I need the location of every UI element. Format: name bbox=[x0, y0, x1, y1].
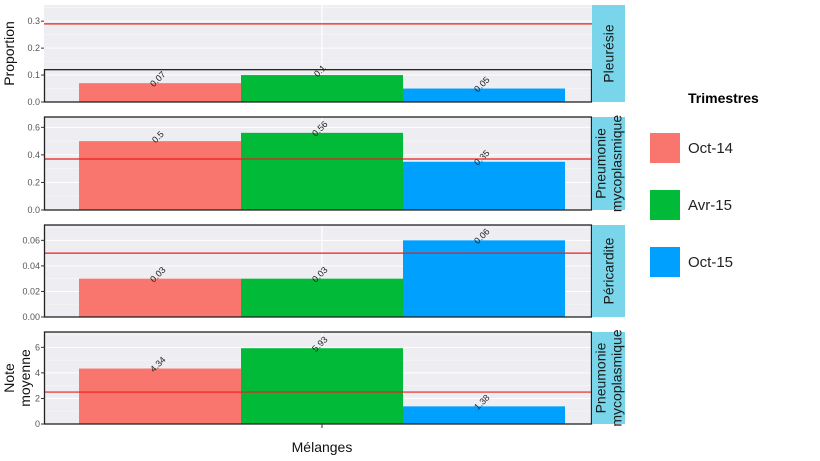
y-tick-label: 0.0 bbox=[27, 205, 40, 215]
legend-label: Oct-15 bbox=[688, 253, 734, 271]
y-axis-label: Proportion bbox=[1, 21, 17, 86]
y-tick-label: 2 bbox=[35, 393, 40, 403]
y-tick-label: 0.00 bbox=[22, 312, 40, 322]
legend-item-oct-14: Oct-14 bbox=[650, 132, 759, 164]
legend-title: Trimestres bbox=[688, 90, 759, 106]
highlight-box bbox=[43, 331, 593, 425]
bar-oct-15 bbox=[403, 88, 565, 102]
bar-avr-15 bbox=[241, 75, 403, 102]
y-tick-label: 0.02 bbox=[22, 286, 40, 296]
bar-oct-15 bbox=[403, 161, 565, 210]
y-tick-label: 0.2 bbox=[27, 177, 40, 187]
legend-key-oct-14 bbox=[650, 133, 680, 163]
legend-label: Oct-14 bbox=[688, 139, 734, 157]
bar-avr-15 bbox=[241, 348, 403, 424]
y-tick-label: 0.04 bbox=[22, 261, 40, 271]
bar-oct-15 bbox=[403, 240, 565, 317]
facet-strip bbox=[592, 5, 625, 102]
y-tick-label: 0.4 bbox=[27, 150, 40, 160]
bar-oct-14 bbox=[79, 83, 241, 102]
bar-oct-14 bbox=[79, 141, 241, 210]
legend-key-avr-15 bbox=[650, 190, 680, 220]
facet-strip bbox=[592, 225, 625, 317]
bar-avr-15 bbox=[241, 132, 403, 210]
highlight-box bbox=[43, 116, 593, 211]
y-tick-label: 0.06 bbox=[22, 235, 40, 245]
facet-strip-label: Péricardite bbox=[601, 237, 617, 304]
facet-strip bbox=[592, 332, 625, 424]
legend-item-oct-15: Oct-15 bbox=[650, 246, 759, 278]
bar-avr-15 bbox=[241, 278, 403, 317]
x-axis-label: Mélanges bbox=[292, 439, 353, 455]
legend: Trimestres Oct-14 Avr-15 Oct-15 bbox=[650, 90, 759, 303]
bar-oct-15 bbox=[403, 406, 565, 424]
y-tick-label: 0 bbox=[35, 419, 40, 429]
facet-strip bbox=[592, 117, 625, 210]
y-tick-label: 4 bbox=[35, 368, 40, 378]
y-tick-label: 6 bbox=[35, 342, 40, 352]
y-axis-label: Notemoyenne bbox=[1, 349, 33, 407]
y-tick-label: 0.0 bbox=[27, 97, 40, 107]
highlight-box bbox=[43, 224, 593, 318]
y-tick-label: 0.6 bbox=[27, 122, 40, 132]
legend-label: Avr-15 bbox=[688, 196, 732, 214]
y-tick-label: 0.1 bbox=[27, 70, 40, 80]
y-tick-label: 0.2 bbox=[27, 43, 40, 53]
facet-strip-label: Pleurésie bbox=[601, 24, 617, 83]
legend-key-oct-15 bbox=[650, 247, 680, 277]
facet-strip-label: Pneumoniemycoplasmique bbox=[593, 115, 625, 212]
bar-oct-14 bbox=[79, 278, 241, 317]
highlight-box bbox=[43, 69, 593, 103]
bar-oct-14 bbox=[79, 368, 241, 424]
y-tick-label: 0.3 bbox=[27, 16, 40, 26]
facet-strip-label: Pneumoniemycoplasmique bbox=[593, 329, 625, 426]
legend-item-avr-15: Avr-15 bbox=[650, 189, 759, 221]
